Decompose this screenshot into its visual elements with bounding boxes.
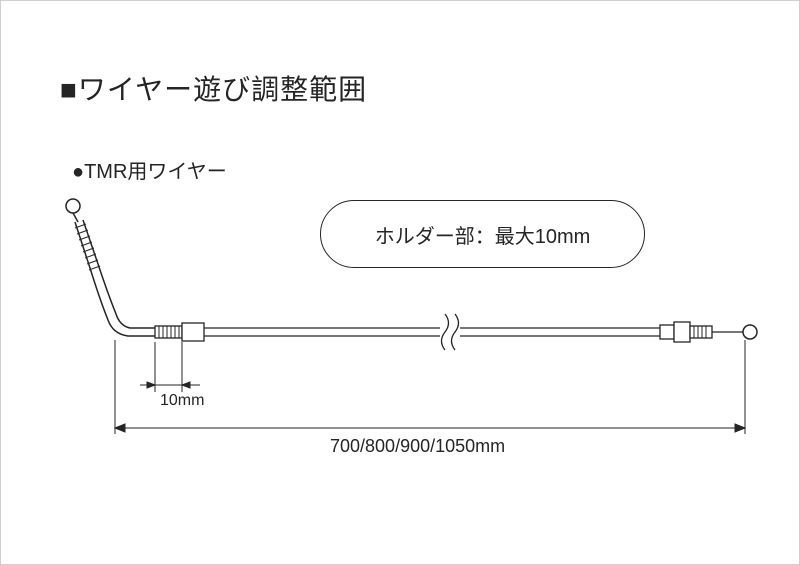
dim-10mm-label: 10mm xyxy=(160,392,204,410)
right-fitting xyxy=(660,322,712,342)
dim-main-length xyxy=(115,340,745,434)
dim-10mm xyxy=(140,342,200,392)
break-mark xyxy=(440,314,460,350)
dim-main-label: 700/800/900/1050mm xyxy=(330,436,505,457)
elbow-inner xyxy=(83,220,155,328)
right-ball-end xyxy=(743,325,757,339)
elbow-outer xyxy=(75,222,155,336)
wire-diagram xyxy=(0,0,800,565)
adjuster-block xyxy=(155,323,204,341)
left-ball-end xyxy=(66,199,80,213)
left-ball-stem xyxy=(73,213,78,222)
